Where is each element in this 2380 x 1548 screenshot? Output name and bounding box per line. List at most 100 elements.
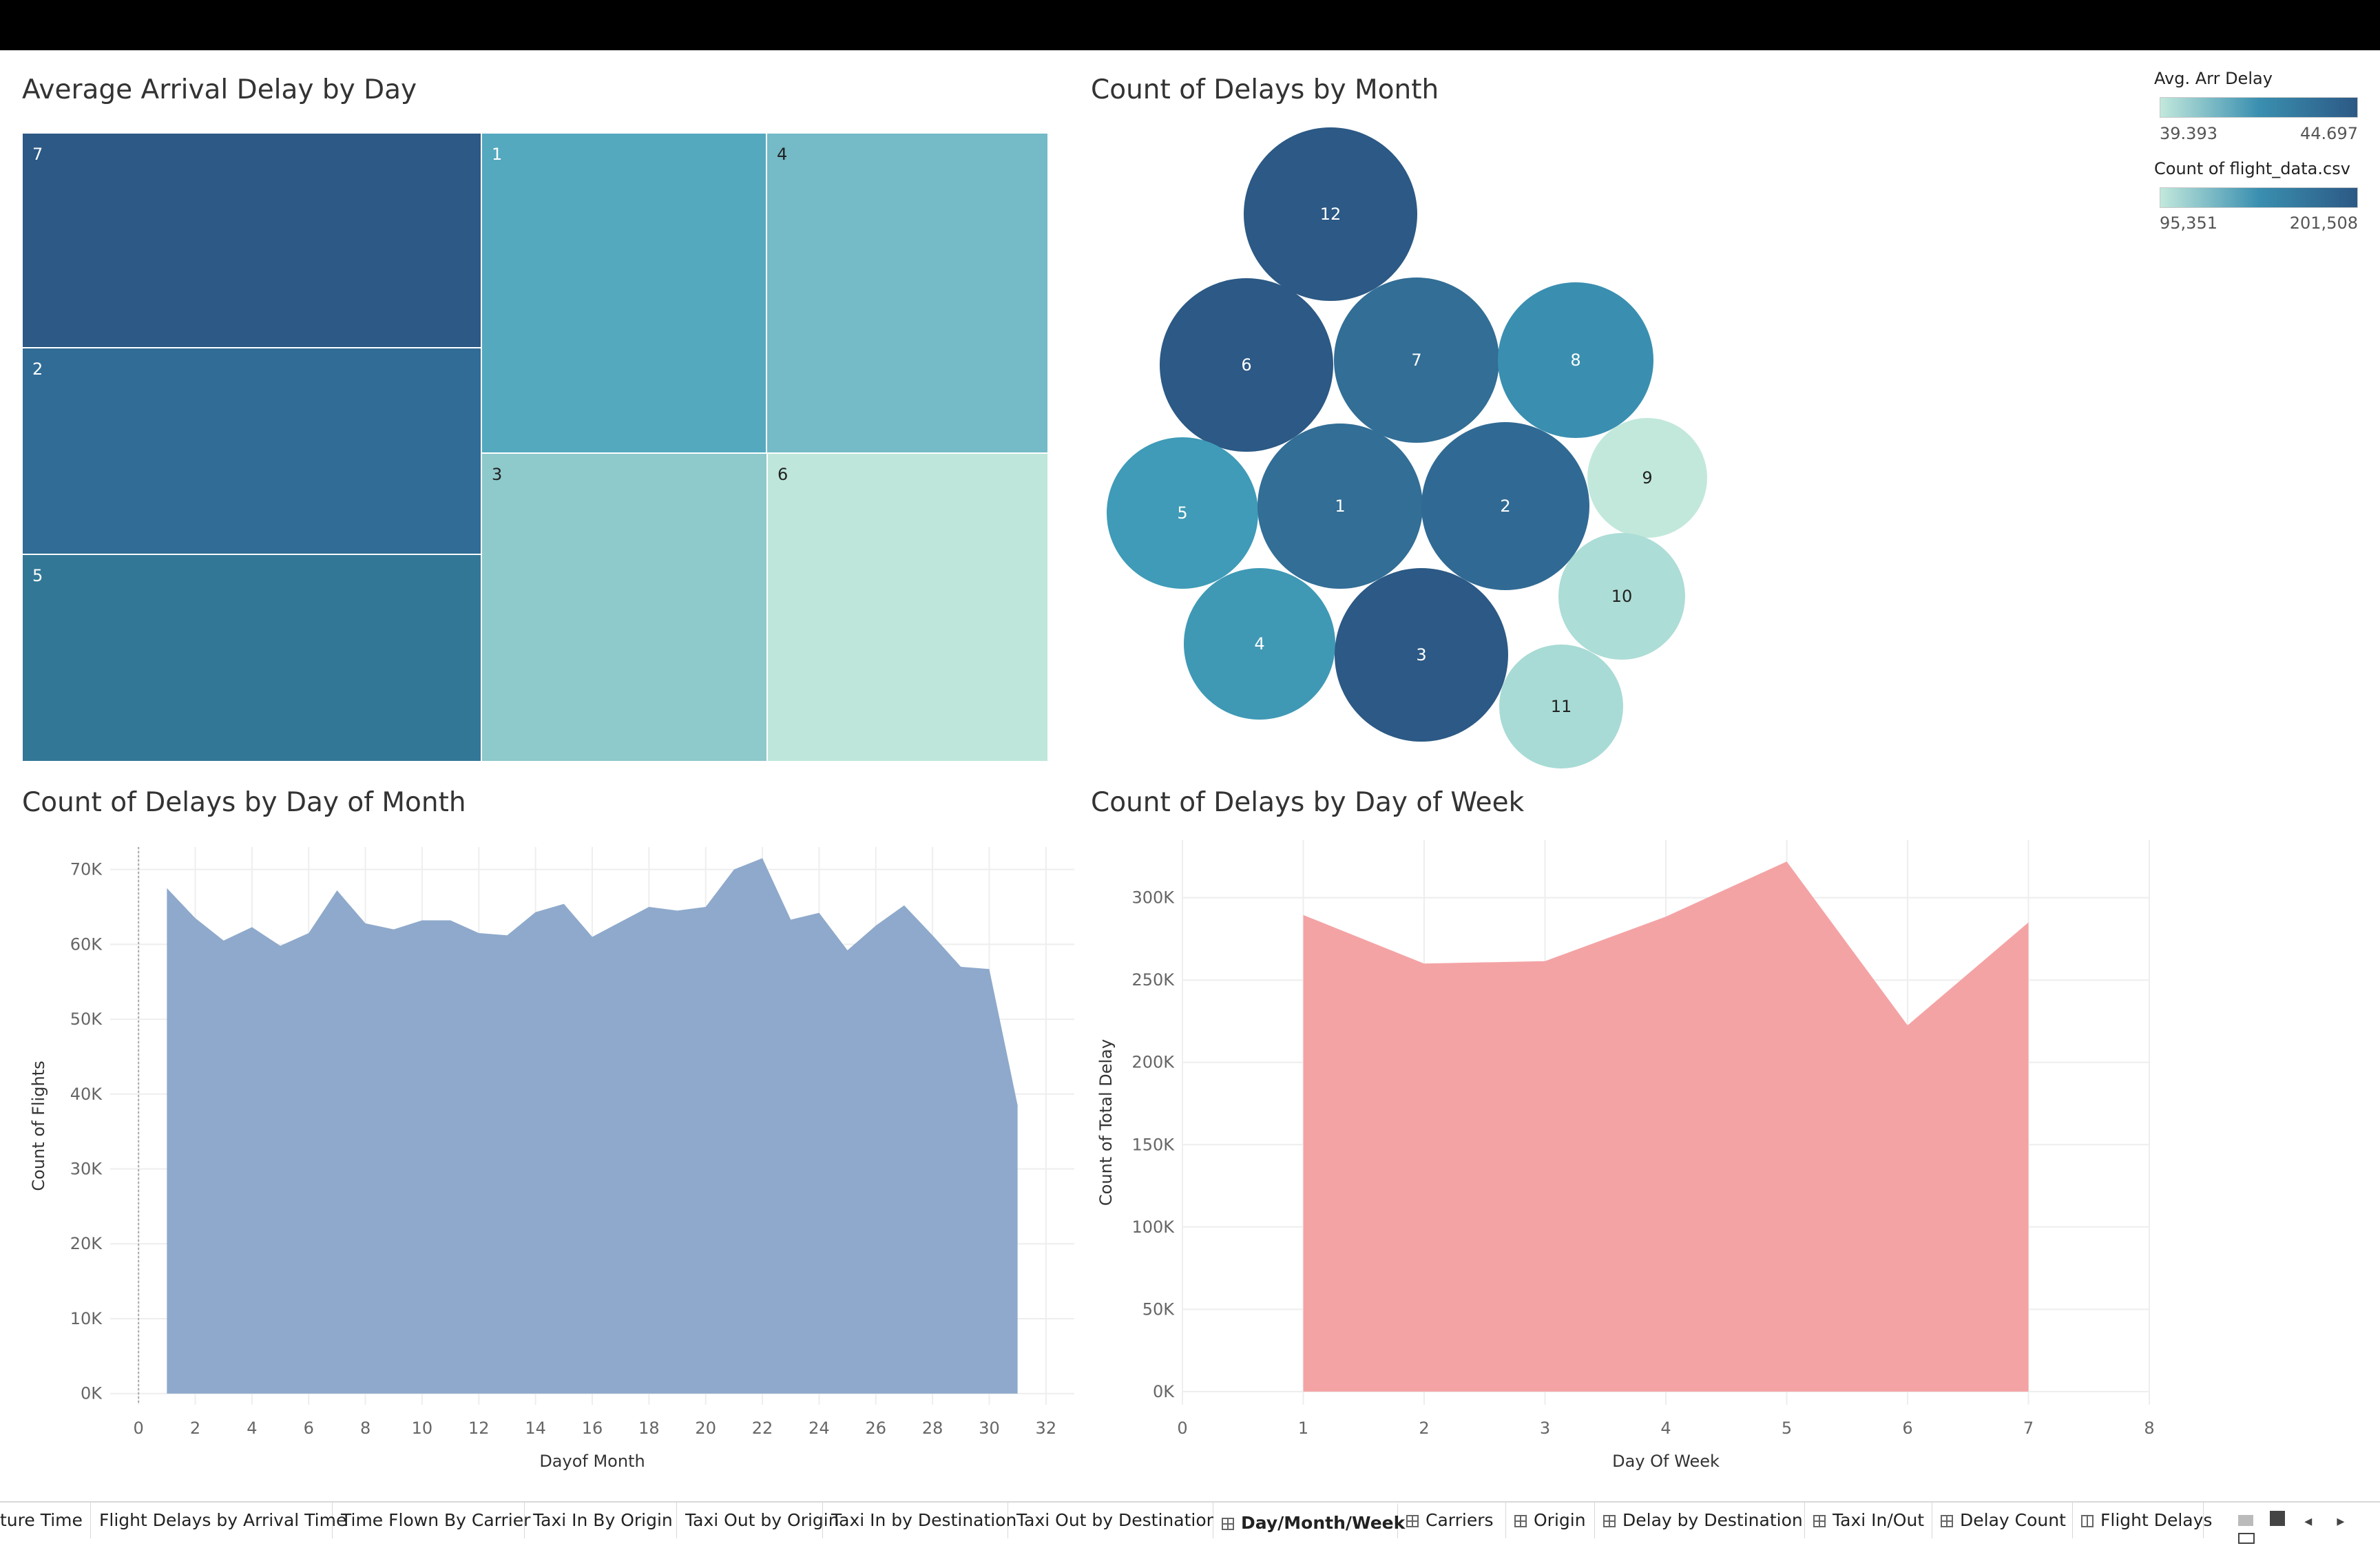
data-point[interactable] <box>278 944 282 948</box>
area-series[interactable] <box>1303 861 2029 1392</box>
bubble-4[interactable]: 4 <box>1184 568 1335 720</box>
y-tick-label: 20K <box>70 1234 103 1253</box>
prev-icon[interactable]: ◂ <box>2304 1512 2313 1529</box>
tab-flight-delays-by-arrival-time[interactable]: Flight Delays by Arrival Time <box>91 1503 346 1538</box>
x-tick-label: 24 <box>808 1419 830 1438</box>
data-point[interactable] <box>1785 859 1789 864</box>
tab-flight-delays[interactable]: Flight Delays <box>2073 1503 2212 1538</box>
treemap-cell-3[interactable]: 3 <box>481 453 767 762</box>
data-point[interactable] <box>222 939 226 943</box>
bubble-10[interactable]: 10 <box>1558 533 1685 660</box>
data-point[interactable] <box>335 888 339 892</box>
data-point[interactable] <box>420 919 424 923</box>
tab-label: Carriers <box>1426 1510 1494 1530</box>
data-point[interactable] <box>959 965 963 969</box>
tab-taxi-out-by-destination[interactable]: Taxi Out by Destination <box>1008 1503 1217 1538</box>
tab-taxi-in-by-destination[interactable]: Taxi In by Destination <box>823 1503 1016 1538</box>
data-point[interactable] <box>392 928 396 932</box>
bubble-1[interactable]: 1 <box>1257 423 1423 589</box>
bubble-label: 4 <box>1254 634 1264 653</box>
tab-carriers[interactable]: Carriers <box>1398 1503 1506 1538</box>
bubble-2[interactable]: 2 <box>1421 422 1589 590</box>
data-point[interactable] <box>1422 961 1426 965</box>
bubble-6[interactable]: 6 <box>1160 278 1333 452</box>
treemap-cell-4[interactable]: 4 <box>766 133 1048 453</box>
data-point[interactable] <box>902 903 906 908</box>
treemap-cell-label: 5 <box>32 566 43 585</box>
data-point[interactable] <box>477 931 481 935</box>
x-axis-label: Day Of Week <box>1612 1452 1720 1471</box>
data-point[interactable] <box>846 948 850 952</box>
data-point[interactable] <box>590 934 594 939</box>
tab-delay-by-destination[interactable]: Delay by Destination <box>1595 1503 1805 1538</box>
data-point[interactable] <box>505 933 509 937</box>
bubble-9[interactable]: 9 <box>1587 418 1707 538</box>
y-tick-label: 100K <box>1131 1217 1175 1237</box>
tab-taxi-out-by-origin[interactable]: Taxi Out by Origin <box>677 1503 839 1538</box>
area-series[interactable] <box>167 858 1018 1394</box>
data-point[interactable] <box>987 967 991 971</box>
data-point[interactable] <box>817 911 821 915</box>
legend-min: 95,351 <box>2160 213 2217 233</box>
tab-taxi-in-by-origin[interactable]: Taxi In By Origin <box>525 1503 677 1538</box>
legend-max: 201,508 <box>2289 213 2358 233</box>
bubble-5[interactable]: 5 <box>1107 437 1258 589</box>
grid-view-icon[interactable] <box>2238 1515 2253 1526</box>
data-point[interactable] <box>534 910 538 914</box>
treemap-cell-label: 2 <box>32 359 43 379</box>
bubble-label: 10 <box>1611 587 1633 606</box>
tab-taxi-in-out[interactable]: Taxi In/Out <box>1805 1503 1932 1538</box>
tab-label: Taxi In By Origin <box>533 1510 673 1530</box>
data-point[interactable] <box>1543 959 1547 963</box>
data-point[interactable] <box>789 917 793 921</box>
bubble-11[interactable]: 11 <box>1499 645 1623 768</box>
x-tick-label: 5 <box>1782 1419 1792 1438</box>
data-point[interactable] <box>1302 913 1306 917</box>
treemap-cell-6[interactable]: 6 <box>767 453 1048 762</box>
data-point[interactable] <box>448 919 452 923</box>
data-point[interactable] <box>874 923 878 928</box>
data-point[interactable] <box>732 868 736 872</box>
y-axis-label: Count of Flights <box>29 1060 48 1191</box>
x-tick-label: 7 <box>2023 1419 2034 1438</box>
y-tick-label: 300K <box>1131 888 1175 908</box>
data-point[interactable] <box>364 921 368 925</box>
data-point[interactable] <box>930 933 935 937</box>
bubble-8[interactable]: 8 <box>1498 282 1653 438</box>
tab-time-flown-by-carrier[interactable]: Time Flown By Carrier <box>333 1503 530 1538</box>
data-point[interactable] <box>1664 914 1668 919</box>
data-point[interactable] <box>194 916 198 920</box>
tab-origin[interactable]: Origin <box>1506 1503 1595 1538</box>
tab-delay-count[interactable]: Delay Count <box>1932 1503 2073 1538</box>
bubble-7[interactable]: 7 <box>1334 278 1499 443</box>
bubble-12[interactable]: 12 <box>1244 127 1417 301</box>
treemap-cell-5[interactable]: 5 <box>22 554 481 762</box>
treemap-cell-2[interactable]: 2 <box>22 348 481 554</box>
data-point[interactable] <box>562 902 566 906</box>
data-point[interactable] <box>618 920 623 924</box>
treemap-cell-1[interactable]: 1 <box>481 133 766 453</box>
filmstrip-icon[interactable] <box>2270 1511 2286 1526</box>
data-point[interactable] <box>704 905 708 909</box>
tab-day-month-week[interactable]: Day/Month/Week <box>1213 1503 1405 1538</box>
y-tick-label: 30K <box>70 1160 103 1179</box>
next-icon[interactable]: ▸ <box>2337 1512 2345 1529</box>
x-tick-label: 1 <box>1298 1419 1308 1438</box>
data-point[interactable] <box>760 856 764 860</box>
data-point[interactable] <box>250 925 254 929</box>
bubble-3[interactable]: 3 <box>1335 568 1508 742</box>
presentation-icon[interactable] <box>2238 1533 2255 1544</box>
data-point[interactable] <box>647 905 651 909</box>
data-point[interactable] <box>165 886 169 890</box>
bubble-label: 5 <box>1177 503 1187 523</box>
data-point[interactable] <box>1016 1103 1020 1107</box>
data-point[interactable] <box>1906 1023 1910 1027</box>
x-tick-label: 0 <box>1177 1419 1187 1438</box>
treemap-cell-7[interactable]: 7 <box>22 133 481 348</box>
dashboard-icon <box>1603 1515 1616 1527</box>
legend-color-ramp <box>2160 97 2358 118</box>
data-point[interactable] <box>306 931 311 935</box>
data-point[interactable] <box>2027 921 2031 925</box>
data-point[interactable] <box>676 908 680 912</box>
tab-ture-time[interactable]: ture Time <box>0 1503 91 1538</box>
